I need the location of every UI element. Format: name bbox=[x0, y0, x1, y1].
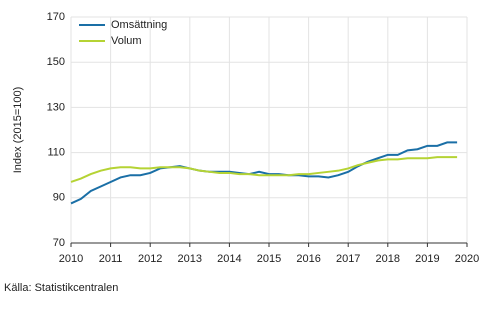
x-tick-label: 2011 bbox=[99, 253, 123, 265]
x-tick-label: 2017 bbox=[336, 253, 360, 265]
source: Källa: Statistikcentralen bbox=[4, 282, 118, 294]
y-tick-label: 110 bbox=[47, 147, 65, 159]
y-tick-label: 90 bbox=[53, 192, 65, 204]
x-tick-label: 2012 bbox=[138, 253, 162, 265]
y-tick-label: 150 bbox=[47, 56, 65, 68]
y-axis-label: Index (2015=100) bbox=[12, 87, 24, 174]
series-line bbox=[70, 156, 458, 183]
y-tick-label: 70 bbox=[53, 237, 65, 249]
x-tick-label: 2014 bbox=[217, 253, 241, 265]
x-tick-label: 2013 bbox=[178, 253, 202, 265]
x-tick-label: 2016 bbox=[296, 253, 320, 265]
x-tick-label: 2018 bbox=[376, 253, 400, 265]
y-tick-label: 130 bbox=[47, 101, 65, 113]
y-tick-label: 170 bbox=[47, 11, 65, 23]
legend-label: Volum bbox=[111, 35, 142, 47]
x-tick-label: 2010 bbox=[59, 253, 83, 265]
x-tick-label: 2015 bbox=[257, 253, 281, 265]
x-tick-label: 2020 bbox=[455, 253, 479, 265]
legend-label: Omsättning bbox=[111, 19, 167, 31]
x-tick-label: 2019 bbox=[415, 253, 439, 265]
series-line bbox=[70, 141, 458, 205]
